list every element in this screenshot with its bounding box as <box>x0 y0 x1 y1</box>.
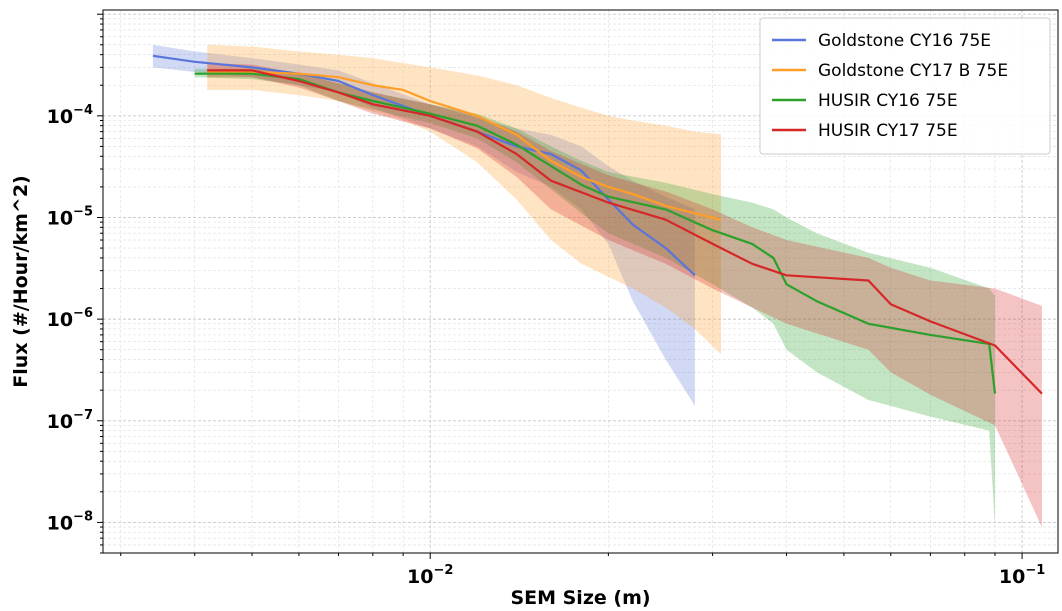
legend-label: HUSIR CY17 75E <box>818 121 958 141</box>
legend-label: Goldstone CY17 B 75E <box>818 61 1008 81</box>
series-line <box>207 69 1043 395</box>
series-line <box>207 70 722 221</box>
x-tick-label: 10−2 <box>407 563 453 588</box>
y-tick-label: 10−5 <box>47 204 93 229</box>
x-tick-label: 10−1 <box>999 563 1045 588</box>
y-tick-label: 10−7 <box>47 408 93 433</box>
series-lines <box>152 54 1043 395</box>
y-tick-label: 10−4 <box>47 103 93 128</box>
y-tick-label: 10−6 <box>47 306 93 331</box>
plot-frame <box>102 9 1059 554</box>
legend-label: HUSIR CY16 75E <box>818 91 958 111</box>
y-tick-labels: 10−8 10−7 10−6 10−5 10−4 <box>47 103 93 535</box>
confidence-band <box>207 63 1042 528</box>
axis-ticks <box>97 13 1023 559</box>
confidence-bands <box>152 44 1042 528</box>
confidence-band <box>152 44 695 406</box>
x-axis-label: SEM Size (m) <box>510 587 650 609</box>
confidence-band <box>207 44 721 355</box>
legend-box <box>759 17 1051 155</box>
y-axis-label: Flux (#/Hour/km^2) <box>10 175 32 387</box>
minor-gridlines <box>103 10 1058 554</box>
y-tick-label: 10−8 <box>47 509 93 534</box>
legend: Goldstone CY16 75E Goldstone CY17 B 75E HU… <box>759 17 1051 155</box>
x-tick-labels: 10−2 10−1 <box>407 563 1045 588</box>
legend-label: Goldstone CY16 75E <box>818 31 991 51</box>
confidence-band <box>194 68 995 528</box>
